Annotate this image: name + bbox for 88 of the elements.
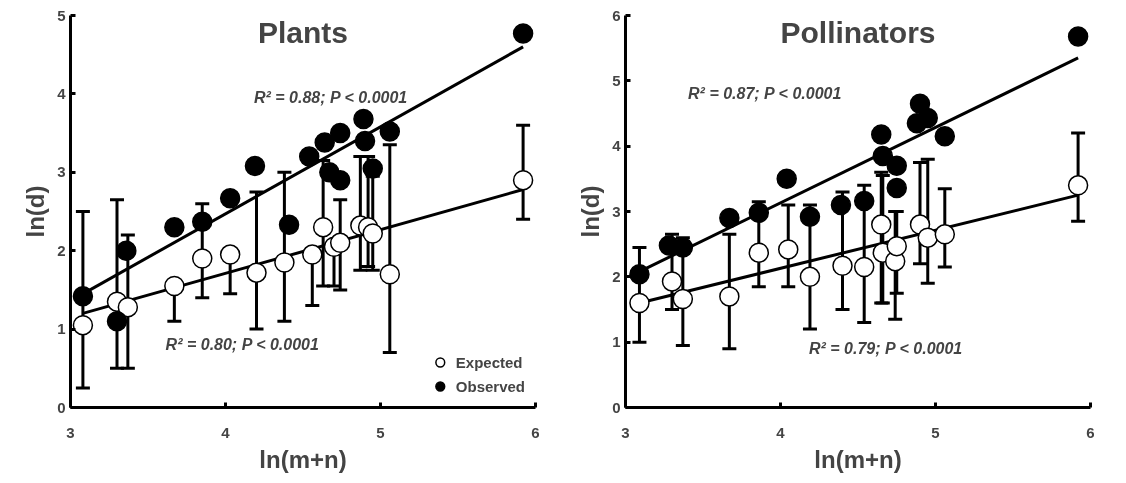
point [314,132,335,153]
y-axis-title: ln(d) [22,185,50,238]
y-tick-label: 2 [612,267,621,285]
point [353,108,374,130]
annotation: R² = 0.79; P < 0.0001 [808,340,963,358]
point [748,242,770,263]
point [832,255,853,276]
point [917,107,938,129]
point [629,292,650,314]
y-tick-label: 1 [57,320,66,338]
point [246,262,267,283]
annotation: R² = 0.87; P < 0.0001 [688,85,842,103]
point [719,286,740,307]
point [379,121,401,142]
x-tick-label: 6 [1086,423,1095,441]
y-tick-label: 6 [612,6,621,24]
point [329,122,351,144]
point [1067,26,1089,47]
y-tick-label: 0 [612,398,621,416]
point [164,275,185,297]
annotation: R² = 0.88; P < 0.0001 [253,89,408,107]
y-tick-label: 2 [57,241,66,259]
point [886,177,907,199]
point [917,227,938,248]
y-tick-label: 3 [612,202,621,220]
point [379,263,401,285]
point [799,206,821,227]
point [164,216,185,238]
point [329,232,351,254]
legend-label: Expected [455,353,523,371]
point [512,23,534,44]
point [886,235,907,257]
point [274,252,295,273]
point [776,168,797,190]
x-tick-label: 4 [776,423,786,441]
point [354,130,376,152]
y-tick-label: 5 [612,71,621,89]
annotation: R² = 0.80; P < 0.0001 [165,336,319,354]
point [278,214,300,236]
point [117,296,139,318]
legend-label: Observed [455,377,525,395]
y-axis-title: ln(d) [577,185,605,238]
point [778,239,799,260]
point [871,214,892,235]
x-tick-label: 4 [221,423,231,441]
point [192,211,213,232]
x-tick-label: 5 [931,423,940,441]
point [219,187,241,209]
point [629,263,650,285]
point [853,190,875,212]
point [512,169,534,191]
y-tick-label: 4 [612,137,622,155]
point [298,146,320,167]
point [72,314,94,336]
x-axis-title: ln(m+n) [259,445,347,473]
y-tick-label: 4 [57,84,67,102]
point [219,244,241,265]
point [362,223,383,244]
point [192,248,213,269]
point [329,169,351,191]
point [799,266,821,288]
point [672,288,694,310]
point [886,155,907,176]
chart-title: Plants [257,15,349,49]
point [719,207,740,229]
chart-title: Pollinators [780,15,936,49]
y-tick-label: 1 [612,333,621,351]
point [871,124,892,145]
point [872,145,894,167]
point [116,240,137,261]
x-tick-label: 5 [376,423,385,441]
point [1067,175,1089,196]
point [748,202,770,224]
y-tick-label: 0 [57,398,66,416]
point [661,271,683,292]
point [244,155,266,177]
point [106,311,128,332]
y-tick-label: 3 [57,163,66,181]
x-tick-label: 6 [531,423,540,441]
point [853,256,875,278]
point [302,244,323,265]
point [830,194,852,216]
point [72,285,94,307]
x-axis-title: ln(m+n) [814,445,902,473]
point [934,126,956,147]
point [934,224,956,245]
y-tick-label: 5 [57,6,66,24]
point [312,216,334,238]
